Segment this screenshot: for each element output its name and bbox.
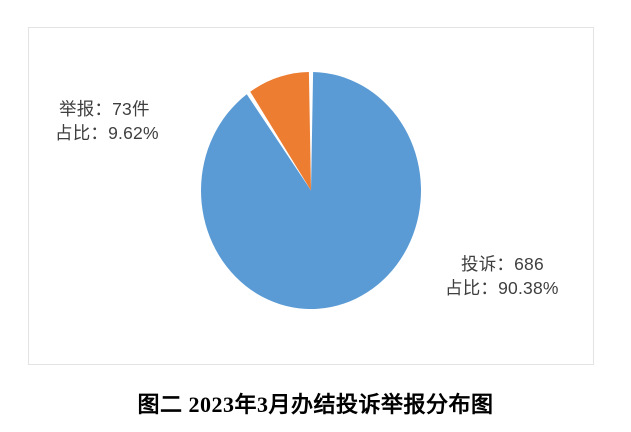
data-label-jubao: 举报：73件 占比：9.62% [55, 97, 159, 145]
data-label-tousu-percent: 占比：90.38% [445, 278, 559, 298]
data-label-tousu-count: 投诉：686 [461, 254, 544, 274]
data-label-jubao-percent: 占比：9.62% [55, 123, 159, 143]
data-label-tousu: 投诉：686 占比：90.38% [445, 252, 559, 300]
chart-frame [28, 27, 594, 365]
figure-caption: 图二 2023年3月办结投诉举报分布图 [137, 392, 494, 417]
data-label-jubao-count: 举报：73件 [59, 99, 150, 119]
